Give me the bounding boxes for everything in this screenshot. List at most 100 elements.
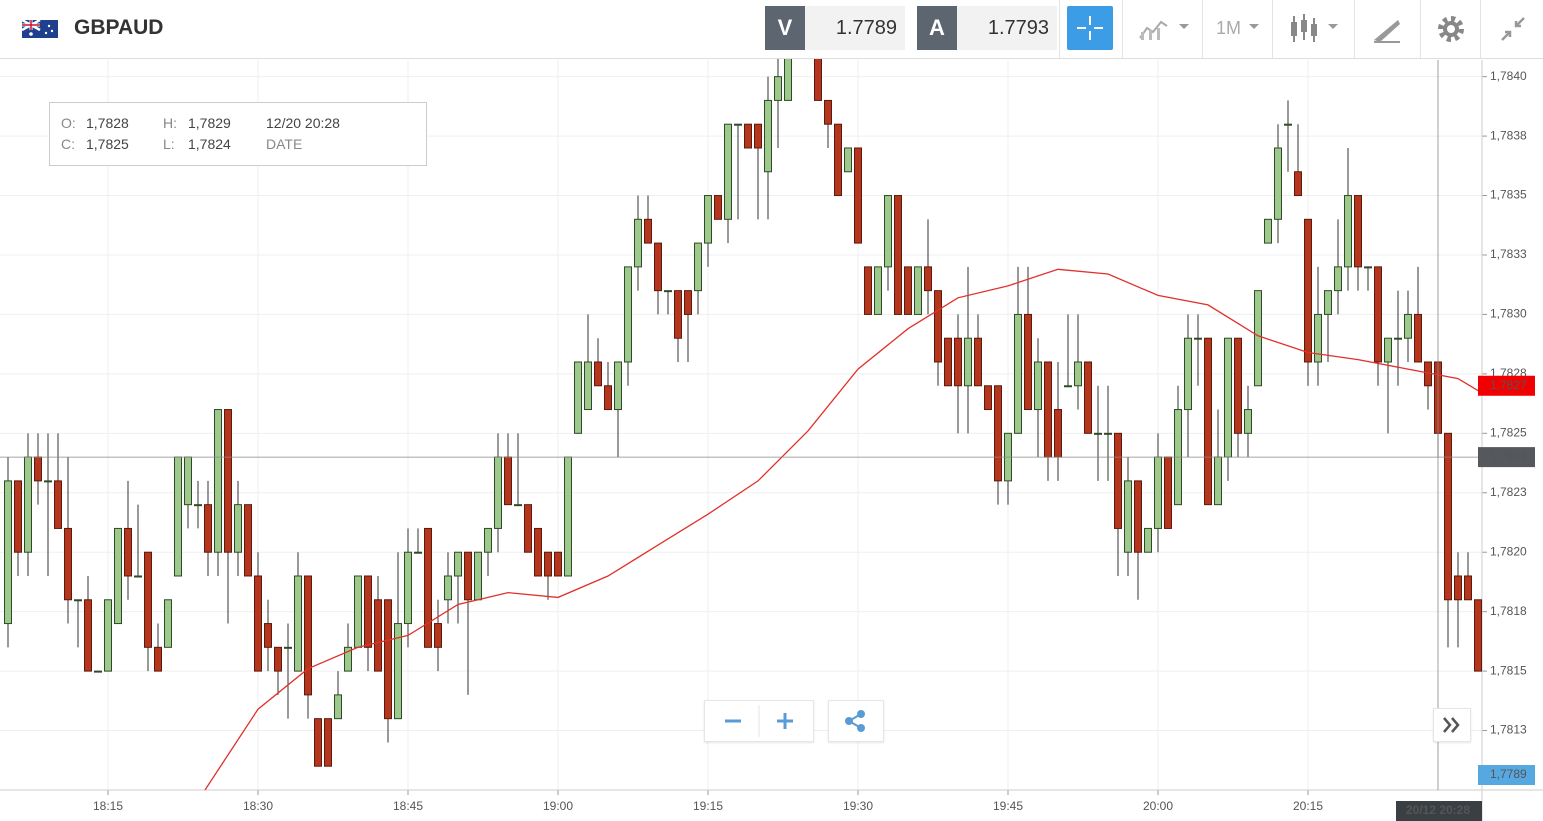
candle-body bbox=[454, 551, 462, 577]
candle-body bbox=[844, 147, 852, 173]
candle-body bbox=[1064, 385, 1072, 388]
settings-button[interactable] bbox=[1434, 12, 1468, 46]
candle-body bbox=[1414, 313, 1422, 363]
candle-body bbox=[1224, 337, 1232, 458]
bid-tag-label: 1,7789 bbox=[1490, 767, 1527, 781]
y-tick-label: 1,7815 bbox=[1490, 663, 1527, 677]
share-button[interactable] bbox=[828, 700, 884, 742]
candle-body bbox=[614, 361, 622, 411]
candle-body bbox=[564, 456, 572, 577]
candle-body bbox=[344, 646, 352, 672]
candle-body bbox=[654, 242, 662, 292]
candle-body bbox=[944, 337, 952, 387]
y-tick-label: 1,7840 bbox=[1490, 69, 1527, 83]
candle-body bbox=[784, 52, 792, 101]
candle-body bbox=[324, 718, 332, 767]
date-tag-bg bbox=[1396, 801, 1482, 821]
candle-body bbox=[334, 694, 342, 720]
collapse-button[interactable] bbox=[1496, 12, 1530, 46]
candle-body bbox=[1134, 480, 1142, 553]
candle-body bbox=[84, 599, 92, 672]
l-value: 1,7824 bbox=[188, 136, 231, 152]
candle-body bbox=[14, 480, 22, 553]
candle-body bbox=[414, 551, 422, 554]
candle-body bbox=[724, 123, 732, 220]
candle-body bbox=[374, 599, 382, 672]
separator bbox=[1420, 0, 1421, 58]
candle-body bbox=[1304, 218, 1312, 363]
zoom-icons bbox=[725, 705, 793, 737]
x-tick-label: 19:45 bbox=[993, 799, 1023, 813]
x-tick-label: 18:45 bbox=[393, 799, 423, 813]
candle-body bbox=[364, 575, 372, 648]
candle-body bbox=[1314, 313, 1322, 363]
candle-body bbox=[854, 147, 862, 244]
x-tick-label: 19:15 bbox=[693, 799, 723, 813]
candle-body bbox=[1444, 432, 1452, 601]
candle-body bbox=[1264, 218, 1272, 244]
candle-body bbox=[894, 195, 902, 315]
h-value: 1,7829 bbox=[188, 115, 231, 131]
o-value: 1,7828 bbox=[86, 115, 129, 131]
candle-body bbox=[144, 551, 152, 648]
candle-body bbox=[994, 385, 1002, 482]
ma-tag: 1,7827 bbox=[1478, 375, 1535, 396]
separator bbox=[1354, 0, 1355, 58]
candle-body bbox=[694, 242, 702, 292]
chart-type-button[interactable] bbox=[1135, 14, 1195, 44]
candle-body bbox=[954, 337, 962, 387]
candle-body bbox=[504, 456, 512, 506]
h-label: H: bbox=[163, 115, 177, 131]
crosshair-icon bbox=[1077, 16, 1103, 40]
candle-body bbox=[494, 456, 502, 529]
bid-tag-bg bbox=[1478, 765, 1535, 785]
buy-label[interactable]: A bbox=[917, 6, 957, 50]
x-tick-label: 20:15 bbox=[1293, 799, 1323, 813]
candle-body bbox=[34, 456, 42, 482]
candle-body bbox=[664, 290, 672, 293]
candle-body bbox=[1374, 266, 1382, 363]
candle-body bbox=[134, 575, 142, 578]
candle-body bbox=[1464, 575, 1472, 601]
candle-body bbox=[64, 527, 72, 601]
draw-button[interactable] bbox=[1370, 14, 1406, 44]
x-tick-label: 18:15 bbox=[93, 799, 123, 813]
separator bbox=[1122, 0, 1123, 58]
y-tick-label: 1,7833 bbox=[1490, 247, 1527, 261]
timeframe[interactable]: 1M bbox=[1216, 18, 1242, 38]
y-tick-label: 1,7823 bbox=[1490, 485, 1527, 499]
sell-price[interactable]: 1.7789 bbox=[805, 6, 905, 50]
candle-body bbox=[634, 218, 642, 268]
candle-body bbox=[824, 99, 832, 125]
candle-body bbox=[184, 456, 192, 506]
candle-body bbox=[404, 551, 412, 625]
candle-body bbox=[864, 266, 872, 315]
buy-price[interactable]: 1.7793 bbox=[957, 6, 1057, 50]
candle-body bbox=[1044, 361, 1052, 458]
scroll-end-button[interactable] bbox=[1433, 708, 1471, 742]
candle-body bbox=[424, 527, 432, 648]
candle-body bbox=[1124, 480, 1132, 553]
zoom-in[interactable] bbox=[777, 713, 793, 729]
ma-tag-label: 1,7827 bbox=[1490, 378, 1527, 392]
y-tick-label: 1,7830 bbox=[1490, 307, 1527, 321]
candle-body bbox=[54, 480, 62, 529]
candle-body bbox=[254, 575, 262, 672]
candle-body bbox=[924, 266, 932, 292]
date-label: DATE bbox=[266, 136, 303, 152]
candle-body bbox=[474, 551, 482, 601]
candle-type-button[interactable] bbox=[1288, 12, 1348, 46]
toolbar: GBPAUD V 1.7789 A 1.7793 1M bbox=[0, 0, 1543, 59]
crosshair-button[interactable] bbox=[1067, 6, 1113, 50]
candle-body bbox=[114, 527, 122, 625]
candle-body bbox=[774, 76, 782, 101]
candle-body bbox=[124, 527, 132, 577]
candle-body bbox=[754, 123, 762, 149]
symbol: GBPAUD bbox=[74, 16, 164, 39]
candle-body bbox=[1054, 409, 1062, 458]
candle-body bbox=[1334, 266, 1342, 292]
candle-body bbox=[704, 195, 712, 244]
candle-body bbox=[1104, 432, 1112, 435]
sell-label[interactable]: V bbox=[765, 6, 805, 50]
bid-tag: 1,7789 bbox=[1478, 765, 1535, 785]
